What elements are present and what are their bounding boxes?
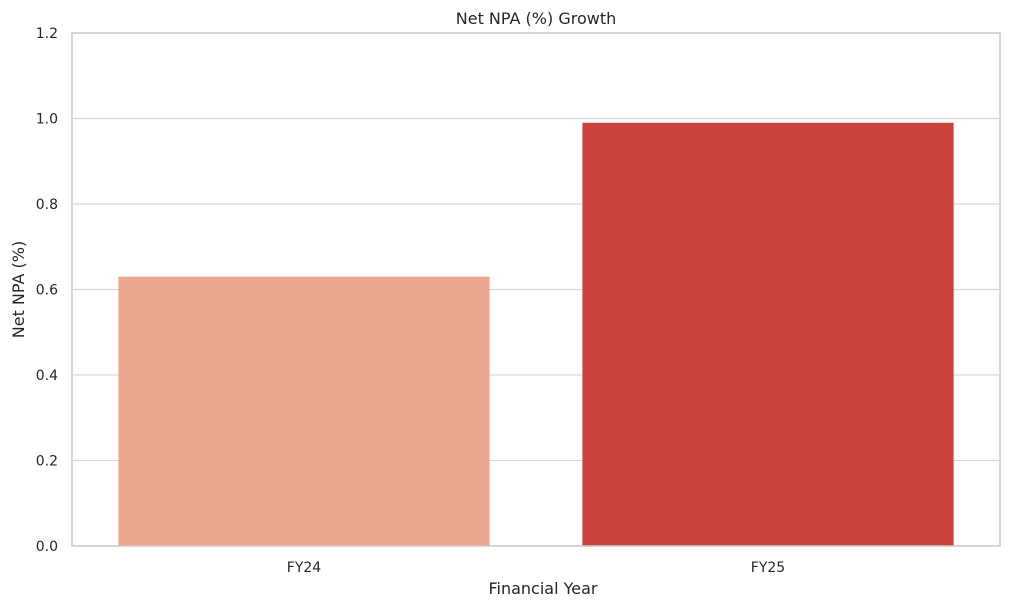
x-axis-label: Financial Year	[488, 579, 597, 598]
y-tick-label: 0.6	[36, 283, 58, 299]
y-tick-label: 0.4	[36, 368, 58, 384]
y-tick-label: 0.0	[36, 539, 58, 555]
plot-frame	[71, 32, 1001, 547]
bar-fy25	[582, 122, 954, 547]
y-tick-label: 1.0	[36, 112, 58, 128]
y-axis-ticks: 0.0 0.2 0.4 0.6 0.8 1.0 1.2	[36, 26, 58, 555]
x-tick-label: FY24	[287, 560, 322, 576]
x-axis-ticks: FY24 FY25	[287, 560, 785, 576]
bar-fy24	[118, 276, 490, 546]
y-tick-label: 0.8	[36, 197, 58, 213]
y-tick-label: 0.2	[36, 454, 58, 470]
y-tick-label: 1.2	[36, 26, 58, 42]
bars	[118, 122, 954, 547]
y-axis-label: Net NPA (%)	[9, 241, 28, 338]
x-tick-label: FY25	[751, 560, 785, 576]
chart-title: Net NPA (%) Growth	[456, 9, 616, 28]
